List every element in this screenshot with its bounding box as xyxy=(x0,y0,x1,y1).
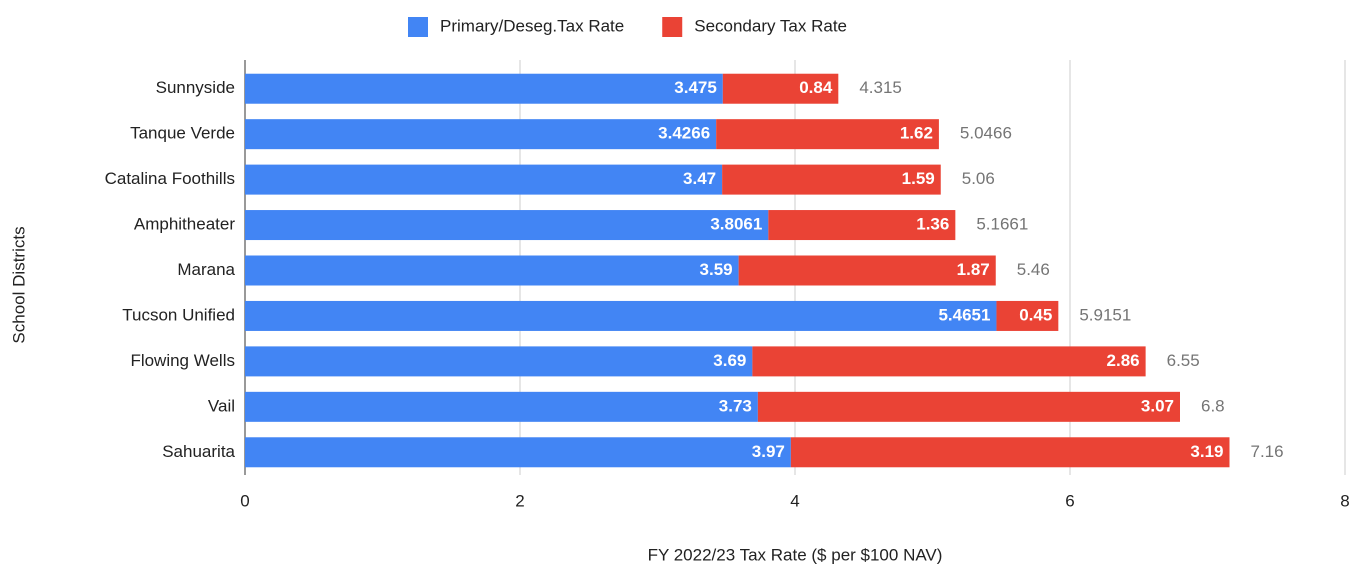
value-label: 3.69 xyxy=(713,351,746,370)
bar-segment xyxy=(738,255,996,286)
value-label: 3.59 xyxy=(700,260,733,279)
bar-segment xyxy=(245,164,723,195)
total-label: 7.16 xyxy=(1251,442,1284,461)
bar-segment xyxy=(245,255,739,286)
bar-segment xyxy=(790,437,1230,468)
bar-segment xyxy=(722,164,941,195)
total-label: 5.06 xyxy=(962,169,995,188)
y-tick-label: Tucson Unified xyxy=(122,305,235,324)
bar-segment xyxy=(245,346,753,377)
bar-segment xyxy=(716,119,939,150)
value-label: 3.47 xyxy=(683,169,716,188)
total-label: 6.55 xyxy=(1167,351,1200,370)
bar-segment xyxy=(722,73,839,104)
y-tick-label: Flowing Wells xyxy=(130,351,235,370)
legend-label: Secondary Tax Rate xyxy=(694,16,847,35)
total-label: 6.8 xyxy=(1201,396,1225,415)
value-label: 3.19 xyxy=(1190,442,1223,461)
bar-segment xyxy=(757,391,1180,422)
y-tick-label: Sunnyside xyxy=(156,78,235,97)
legend-swatch xyxy=(408,17,428,37)
value-label: 1.36 xyxy=(916,215,949,234)
value-label: 0.84 xyxy=(799,78,833,97)
value-label: 0.45 xyxy=(1019,305,1052,324)
value-label: 3.73 xyxy=(719,396,752,415)
y-tick-label: Catalina Foothills xyxy=(105,169,235,188)
total-label: 5.9151 xyxy=(1079,305,1131,324)
value-label: 3.475 xyxy=(674,78,717,97)
total-label: 5.0466 xyxy=(960,124,1012,143)
x-tick-label: 2 xyxy=(515,491,524,510)
x-tick-label: 8 xyxy=(1340,491,1349,510)
x-tick-label: 4 xyxy=(790,491,799,510)
value-label: 3.97 xyxy=(752,442,785,461)
bar-segment xyxy=(752,346,1146,377)
bar-segment xyxy=(245,119,717,150)
bar-segment xyxy=(245,300,997,331)
bar-segment xyxy=(245,210,769,241)
bar-segment xyxy=(768,210,956,241)
total-label: 5.46 xyxy=(1017,260,1050,279)
value-label: 3.8061 xyxy=(710,215,762,234)
y-tick-label: Vail xyxy=(208,396,235,415)
y-tick-label: Amphitheater xyxy=(134,215,235,234)
y-tick-label: Marana xyxy=(177,260,235,279)
x-axis-label: FY 2022/23 Tax Rate ($ per $100 NAV) xyxy=(648,545,943,564)
bar-segment xyxy=(996,300,1059,331)
value-label: 1.59 xyxy=(902,169,935,188)
legend-label: Primary/Deseg.Tax Rate xyxy=(440,16,624,35)
value-label: 3.4266 xyxy=(658,124,710,143)
y-axis-label: School Districts xyxy=(9,226,28,343)
y-tick-label: Sahuarita xyxy=(162,442,235,461)
value-label: 1.62 xyxy=(900,124,933,143)
total-label: 5.1661 xyxy=(976,215,1028,234)
value-label: 1.87 xyxy=(957,260,990,279)
bar-segment xyxy=(245,437,791,468)
legend-swatch xyxy=(662,17,683,37)
bar-segment xyxy=(245,73,723,104)
total-label: 4.315 xyxy=(859,78,902,97)
x-tick-label: 0 xyxy=(240,491,249,510)
value-label: 5.4651 xyxy=(938,305,990,324)
value-label: 3.07 xyxy=(1141,396,1174,415)
bar-segment xyxy=(245,391,758,422)
value-label: 2.86 xyxy=(1107,351,1140,370)
x-tick-label: 6 xyxy=(1065,491,1074,510)
y-tick-label: Tanque Verde xyxy=(130,124,235,143)
